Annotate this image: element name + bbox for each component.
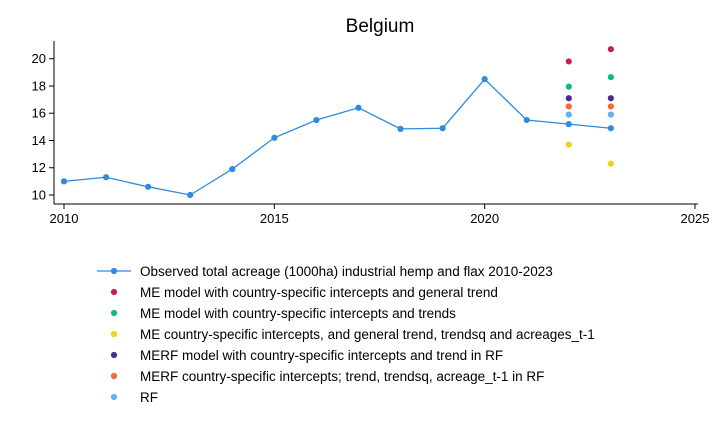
data-point [607,103,614,110]
x-tick-label: 2025 [681,211,710,226]
legend-label: ME model with country-specific intercept… [140,306,456,321]
data-point [145,183,152,190]
legend-item: RF [110,390,158,405]
y-tick-label: 12 [32,160,46,175]
data-point [397,125,404,133]
legend-label: Observed total acreage (1000ha) industri… [140,264,553,279]
legend-item: MERF model with country-specific interce… [110,348,503,363]
axes: 10 12 14 16 18 20 2010 2015 2020 2025 [32,41,710,226]
data-point [481,76,488,83]
data-point [439,125,446,132]
data-point [523,116,530,124]
y-tick-label: 10 [32,188,46,203]
legend-marker [110,309,118,317]
series-line [63,78,611,196]
data-point [355,104,362,111]
data-point [565,111,572,118]
data-point [565,58,572,65]
data-point [607,74,614,81]
y-tick-label: 18 [32,78,46,93]
series-1 [565,46,614,65]
data-point [565,103,572,110]
series-2 [565,74,614,90]
legend: Observed total acreage (1000ha) industri… [97,264,595,405]
series-6 [565,111,614,118]
data-point [565,95,572,102]
x-tick-label: 2010 [50,211,79,226]
y-tick-label: 16 [32,106,46,121]
legend-marker [110,267,118,275]
data-point [60,178,68,185]
legend-marker [110,372,118,380]
x-tick-label: 2020 [470,211,499,226]
data-point [187,191,194,199]
legend-marker [110,351,118,359]
legend-item: Observed total acreage (1000ha) industri… [97,264,553,279]
data-point [271,134,278,141]
legend-marker [110,288,118,296]
data-point [607,125,614,132]
legend-label: ME country-specific intercepts, and gene… [140,327,595,342]
legend-label: RF [140,390,158,405]
data-point [565,141,572,148]
data-point [565,121,572,128]
series-0 [60,76,614,199]
data-point [229,166,236,173]
series-5 [565,103,614,110]
y-tick-label: 14 [32,133,46,148]
legend-marker [110,393,118,401]
data-point [607,95,614,102]
legend-item: MERF country-specific intercepts; trend,… [110,369,544,384]
data-point [565,83,572,90]
legend-marker [110,330,118,338]
y-tick-label: 20 [32,51,46,66]
series-4 [565,95,614,102]
x-tick-label: 2015 [260,211,289,226]
data-point [607,160,614,167]
legend-item: ME model with country-specific intercept… [110,306,456,321]
data-point [102,174,110,181]
legend-item: ME model with country-specific intercept… [110,285,498,300]
plot-area [60,46,614,199]
legend-item: ME country-specific intercepts, and gene… [110,327,595,342]
chart-title: Belgium [346,16,415,37]
series-3 [565,141,614,167]
legend-label: ME model with country-specific intercept… [140,285,498,300]
legend-label: MERF model with country-specific interce… [140,348,503,363]
data-point [313,116,320,124]
data-point [607,111,614,118]
data-point [607,46,614,53]
legend-label: MERF country-specific intercepts; trend,… [140,369,544,384]
